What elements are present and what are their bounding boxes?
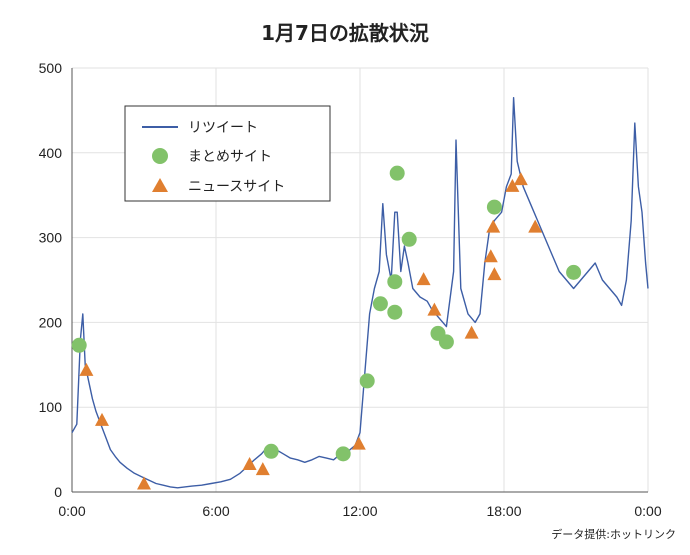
news-point bbox=[416, 272, 431, 286]
legend-label-retweet: リツイート bbox=[188, 120, 258, 136]
news-point bbox=[427, 302, 442, 316]
news-point bbox=[487, 267, 502, 281]
news-point bbox=[137, 476, 151, 490]
matome-point bbox=[71, 337, 87, 353]
news-point bbox=[464, 325, 479, 339]
source-credit: データ提供:ホットリンク bbox=[551, 527, 676, 541]
matome-point bbox=[359, 373, 375, 389]
matome-point bbox=[263, 443, 279, 459]
legend-circle-swatch bbox=[152, 148, 168, 164]
retweet-series bbox=[71, 97, 649, 489]
matome-point bbox=[438, 334, 454, 350]
legend: リツイート まとめサイト ニュースサイト bbox=[124, 105, 331, 202]
marker-series bbox=[71, 165, 582, 490]
x-tick-label: 18:00 bbox=[486, 503, 521, 519]
legend-label-matome: まとめサイト bbox=[188, 149, 272, 165]
matome-point bbox=[389, 165, 405, 181]
legend-triangle-swatch bbox=[152, 178, 168, 192]
x-tick-label: 6:00 bbox=[202, 503, 229, 519]
matome-point bbox=[335, 446, 351, 462]
matome-point bbox=[401, 231, 417, 247]
y-tick-label: 400 bbox=[39, 145, 63, 161]
legend-label-news: ニュースサイト bbox=[188, 179, 285, 195]
matome-point bbox=[372, 296, 388, 312]
axes bbox=[71, 68, 648, 493]
x-tick-label: 0:00 bbox=[634, 503, 661, 519]
news-point bbox=[95, 412, 109, 426]
news-point bbox=[528, 219, 543, 233]
matome-point bbox=[566, 264, 582, 280]
matome-point bbox=[387, 304, 403, 320]
retweet-line bbox=[71, 97, 649, 489]
grid bbox=[71, 67, 649, 493]
y-tick-label: 200 bbox=[39, 314, 63, 330]
news-point bbox=[351, 436, 366, 450]
y-tick-label: 300 bbox=[39, 230, 63, 246]
y-tick-label: 500 bbox=[39, 60, 63, 76]
news-point bbox=[505, 178, 520, 192]
chart-title: 1月7日の拡散状況 bbox=[261, 21, 429, 45]
news-point bbox=[483, 249, 498, 263]
y-tick-label: 0 bbox=[54, 484, 62, 500]
x-tick-label: 0:00 bbox=[58, 503, 85, 519]
y-tick-label: 100 bbox=[39, 399, 63, 415]
news-point bbox=[79, 362, 94, 376]
news-point bbox=[486, 219, 501, 233]
news-point bbox=[255, 462, 270, 476]
news-point bbox=[513, 172, 528, 186]
tick-labels: 0 100 200 300 400 500 0:00 6:00 12:00 18:00 0:00 bbox=[39, 60, 662, 519]
matome-point bbox=[387, 274, 403, 290]
matome-point bbox=[486, 199, 502, 215]
news-point bbox=[242, 457, 257, 471]
x-tick-label: 12:00 bbox=[342, 503, 377, 519]
